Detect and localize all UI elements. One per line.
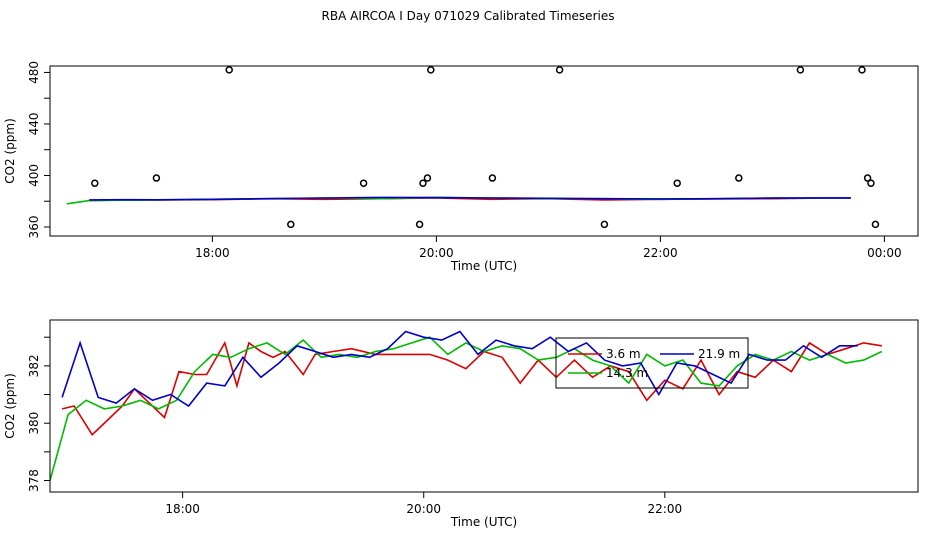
series-line-1-0 <box>61 340 882 436</box>
data-point-0-9 <box>488 174 497 182</box>
x-axis-label-0: Time (UTC) <box>450 259 517 273</box>
data-point-0-17 <box>867 179 875 187</box>
data-point-0-16 <box>863 174 872 182</box>
data-point-0-1 <box>152 174 161 182</box>
x-tick-label-0-2: 22:00 <box>643 246 678 260</box>
x-tick-label-1-0: 18:00 <box>165 502 200 516</box>
x-tick-label-1-2: 22:00 <box>648 502 683 516</box>
legend-label-0: 3.6 m <box>606 347 641 361</box>
data-point-0-18 <box>871 220 880 229</box>
legend-box <box>555 337 749 389</box>
data-point-0-13 <box>735 174 743 182</box>
y-axis-label-1: CO2 (ppm) <box>3 373 17 439</box>
data-point-0-15 <box>858 66 866 74</box>
series-line-0-2 <box>89 196 851 201</box>
y-tick-label-0-6: 480 <box>27 61 41 84</box>
y-tick-label-1-4: 382 <box>27 354 41 377</box>
plot-frame-1 <box>49 319 919 493</box>
y-tick-label-0-0: 360 <box>27 216 41 239</box>
y-tick-label-0-4: 440 <box>27 113 41 136</box>
series-line-1-2 <box>61 330 858 408</box>
data-point-0-6 <box>419 179 427 187</box>
data-point-0-0 <box>91 179 99 187</box>
data-point-0-10 <box>555 66 564 74</box>
plot-frame-0 <box>49 65 919 237</box>
x-tick-label-0-1: 20:00 <box>419 246 454 260</box>
y-tick-label-1-0: 378 <box>27 469 41 492</box>
data-point-0-14 <box>796 66 805 74</box>
figure-title: RBA AIRCOA I Day 071029 Calibrated Times… <box>321 9 615 23</box>
x-tick-label-1-1: 20:00 <box>406 502 441 516</box>
data-point-0-8 <box>427 66 435 74</box>
y-tick-label-0-2: 400 <box>27 164 41 187</box>
data-point-0-12 <box>673 179 681 187</box>
legend-label-2: 21.9 m <box>698 347 740 361</box>
y-tick-label-1-2: 380 <box>27 412 41 435</box>
y-axis-label-0: CO2 (ppm) <box>3 118 17 184</box>
series-line-1-1 <box>49 336 883 481</box>
data-point-0-7 <box>423 174 432 182</box>
x-tick-label-0-3: 00:00 <box>867 246 902 260</box>
data-point-0-5 <box>415 220 424 229</box>
data-point-0-11 <box>600 220 609 229</box>
data-point-0-2 <box>225 66 233 74</box>
legend-label-1: 14.3 m <box>606 366 648 380</box>
x-axis-label-1: Time (UTC) <box>450 515 517 529</box>
data-point-0-3 <box>287 220 295 229</box>
x-tick-label-0-0: 18:00 <box>195 246 230 260</box>
data-point-0-4 <box>359 179 368 187</box>
